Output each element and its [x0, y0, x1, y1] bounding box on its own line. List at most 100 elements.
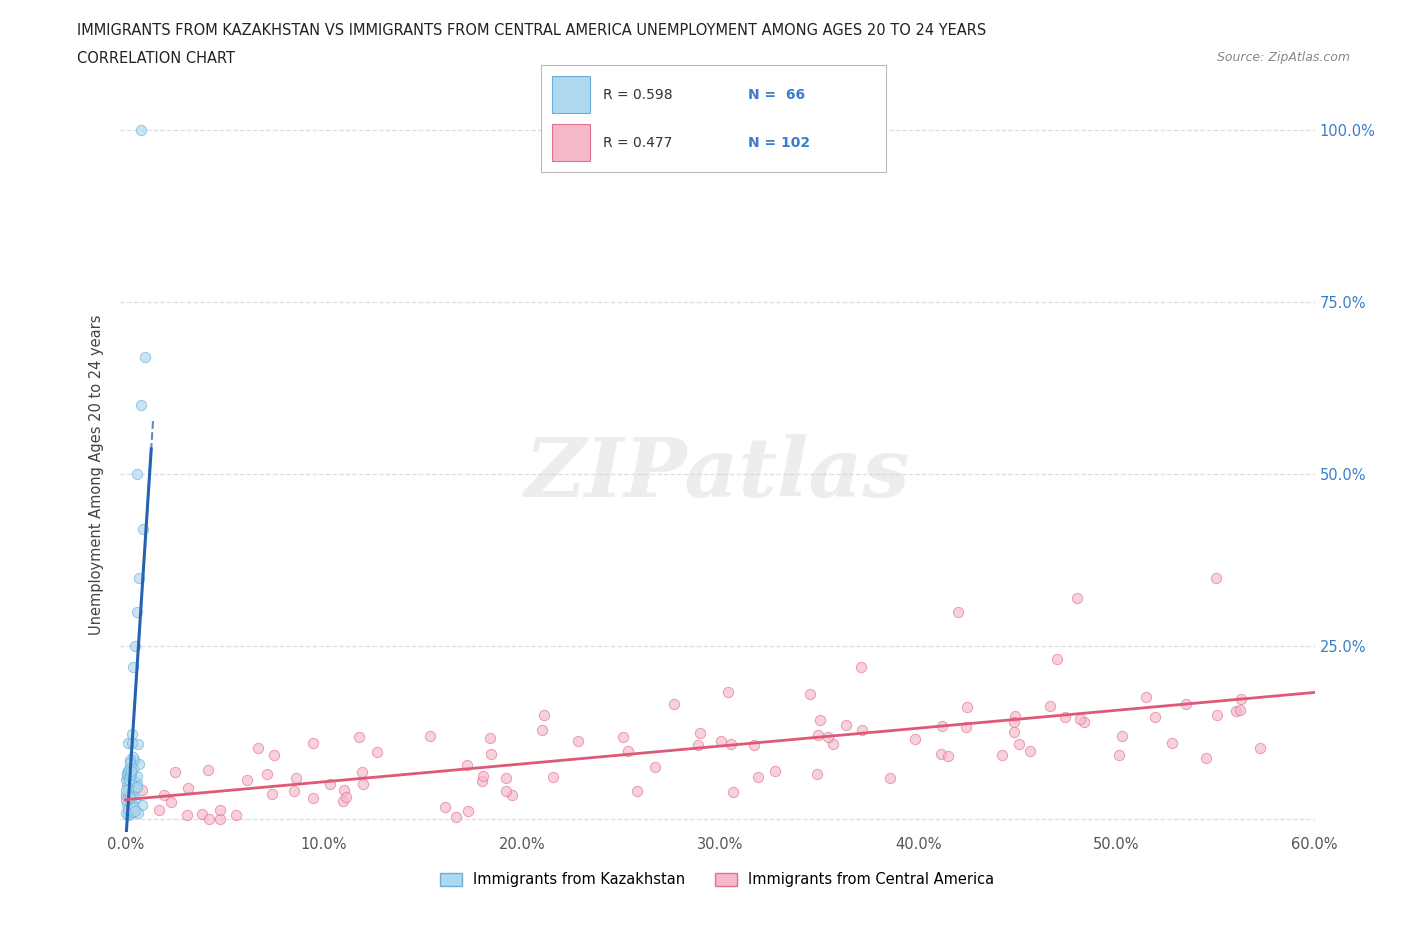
- Point: [117, 773, 139, 788]
- Point: [127, 467, 149, 482]
- Point: [1205, 708, 1227, 723]
- Point: [688, 737, 710, 752]
- Point: [118, 752, 141, 767]
- Point: [332, 793, 354, 808]
- Point: [419, 728, 441, 743]
- Point: [120, 790, 142, 804]
- Point: [710, 734, 733, 749]
- Point: [176, 807, 198, 822]
- Point: [260, 786, 283, 801]
- Point: [541, 769, 564, 784]
- Point: [821, 737, 844, 751]
- Point: [471, 774, 494, 789]
- Point: [117, 764, 139, 778]
- Point: [190, 807, 212, 822]
- Point: [121, 795, 143, 810]
- Point: [118, 762, 141, 777]
- Y-axis label: Unemployment Among Ages 20 to 24 years: Unemployment Among Ages 20 to 24 years: [89, 314, 104, 634]
- Point: [235, 773, 257, 788]
- Point: [208, 803, 231, 817]
- Point: [302, 790, 325, 805]
- Point: [352, 777, 374, 791]
- Point: [479, 747, 502, 762]
- Point: [120, 764, 142, 779]
- Point: [127, 805, 149, 820]
- Point: [117, 767, 139, 782]
- Point: [122, 753, 145, 768]
- Point: [209, 811, 232, 826]
- Point: [567, 734, 589, 749]
- Point: [177, 781, 200, 796]
- Bar: [551, 76, 589, 113]
- Point: [533, 707, 555, 722]
- Point: [115, 778, 138, 793]
- Point: [127, 604, 149, 619]
- Point: [127, 737, 149, 751]
- Point: [1008, 736, 1031, 751]
- Point: [117, 782, 139, 797]
- Point: [879, 771, 901, 786]
- Point: [956, 699, 979, 714]
- Point: [153, 787, 176, 802]
- Point: [120, 762, 142, 777]
- Point: [333, 783, 356, 798]
- Point: [124, 804, 146, 819]
- Point: [347, 730, 370, 745]
- Point: [806, 767, 828, 782]
- Text: Source: ZipAtlas.com: Source: ZipAtlas.com: [1216, 51, 1350, 64]
- Point: [122, 800, 145, 815]
- Point: [148, 803, 170, 817]
- Bar: [551, 124, 589, 162]
- Point: [1069, 711, 1091, 726]
- Point: [285, 770, 308, 785]
- Point: [160, 794, 183, 809]
- Point: [131, 398, 153, 413]
- Point: [444, 809, 467, 824]
- Point: [1038, 698, 1060, 713]
- Point: [1053, 710, 1076, 724]
- Point: [1144, 710, 1167, 724]
- Point: [495, 770, 517, 785]
- Point: [433, 800, 456, 815]
- Point: [807, 728, 830, 743]
- Point: [717, 684, 740, 699]
- Point: [117, 777, 139, 792]
- Point: [1249, 740, 1271, 755]
- Point: [1108, 748, 1130, 763]
- Point: [127, 776, 149, 790]
- Point: [612, 730, 634, 745]
- Point: [1002, 714, 1025, 729]
- Point: [163, 765, 186, 780]
- Point: [128, 757, 150, 772]
- Point: [115, 772, 138, 787]
- Point: [936, 749, 959, 764]
- Point: [904, 731, 927, 746]
- Point: [456, 757, 478, 772]
- Point: [530, 723, 553, 737]
- Point: [121, 788, 143, 803]
- Text: R = 0.598: R = 0.598: [603, 87, 673, 101]
- Point: [118, 756, 141, 771]
- Text: N =  66: N = 66: [748, 87, 806, 101]
- Point: [851, 723, 873, 737]
- Point: [120, 757, 142, 772]
- Point: [124, 774, 146, 789]
- Text: IMMIGRANTS FROM KAZAKHSTAN VS IMMIGRANTS FROM CENTRAL AMERICA UNEMPLOYMENT AMONG: IMMIGRANTS FROM KAZAKHSTAN VS IMMIGRANTS…: [77, 23, 987, 38]
- Text: R = 0.477: R = 0.477: [603, 136, 672, 150]
- Point: [501, 788, 523, 803]
- Point: [117, 793, 139, 808]
- Point: [118, 789, 141, 804]
- Point: [134, 350, 156, 365]
- Text: N = 102: N = 102: [748, 136, 810, 150]
- Point: [120, 774, 142, 789]
- Point: [720, 737, 742, 751]
- Point: [247, 740, 270, 755]
- Point: [946, 604, 969, 619]
- Point: [122, 762, 145, 777]
- Point: [256, 766, 278, 781]
- Point: [115, 770, 138, 785]
- Point: [457, 804, 479, 818]
- Point: [225, 807, 247, 822]
- Point: [1229, 691, 1251, 706]
- Point: [366, 745, 388, 760]
